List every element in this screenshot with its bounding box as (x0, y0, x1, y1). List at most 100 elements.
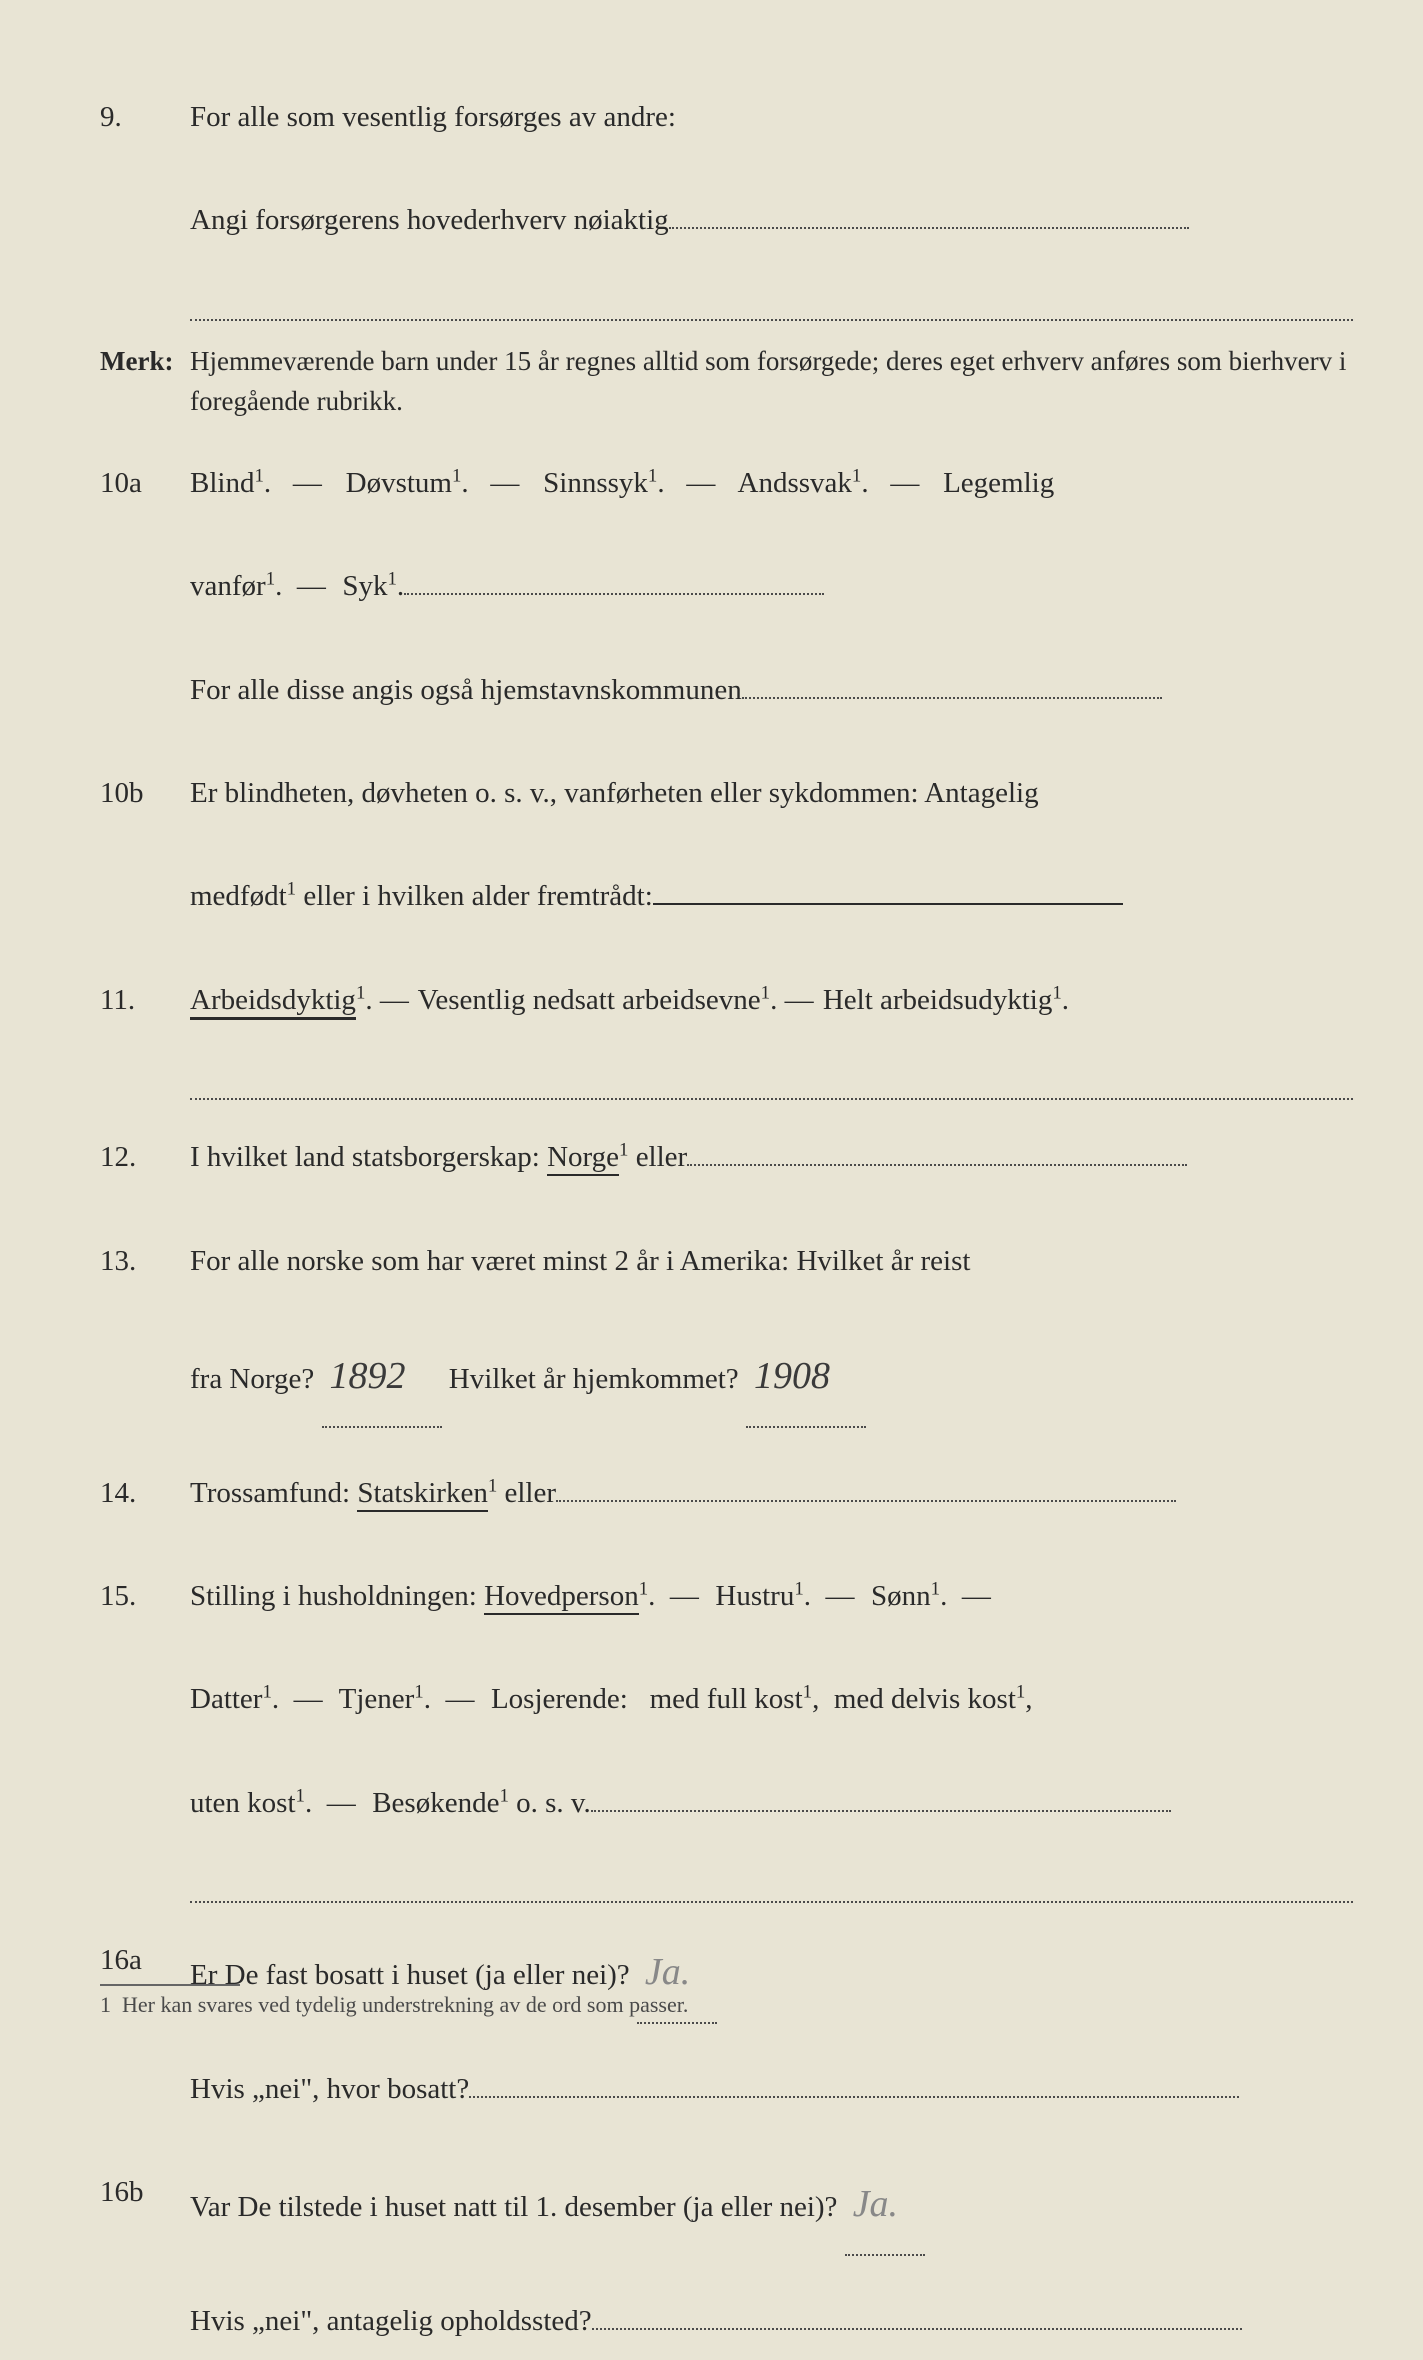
blank-line (669, 227, 1189, 229)
q13-text3: Hvilket år hjemkommet? (449, 1363, 739, 1395)
period: . (365, 984, 372, 1016)
sup: 1 (794, 1578, 803, 1599)
dotted-rule (190, 1066, 1353, 1100)
period: . (804, 1580, 811, 1612)
dash: — (380, 984, 411, 1016)
opt-tjener: Tjener (339, 1683, 415, 1715)
dash: — (490, 467, 521, 499)
merk-text: Hjemmeværende barn under 15 år regnes al… (190, 341, 1353, 422)
sup: 1 (262, 1682, 271, 1703)
q16a-text2: Hvis „nei", hvor bosatt? (190, 2073, 469, 2105)
q12-content: I hvilket land statsborgerskap: Norge1 e… (190, 1120, 1353, 1195)
footnote-num: 1 (100, 1992, 111, 2017)
q15-tail: o. s. v. (509, 1787, 591, 1819)
q13-text1: For alle norske som har været minst 2 år… (190, 1224, 1353, 1299)
period: . (1062, 984, 1069, 1016)
opt-statskirken: Statskirken (357, 1477, 488, 1512)
sup: 1 (1052, 982, 1061, 1003)
sup: 1 (648, 465, 657, 486)
q16b-line2: Hvis „nei", antagelig opholdssted? (190, 2284, 1353, 2359)
q12-or: eller (628, 1141, 687, 1173)
sup: 1 (296, 1785, 305, 1806)
q10b-line2: medfødt1 eller i hvilken alder fremtrådt… (190, 859, 1353, 934)
sup: 1 (356, 982, 365, 1003)
q12-number: 12. (100, 1120, 190, 1195)
q15-line3: uten kost1. — Besøkende1 o. s. v. (190, 1766, 1353, 1841)
blank-line (591, 1810, 1171, 1812)
period: . (397, 570, 404, 602)
blank-line (404, 593, 824, 595)
opt-besokende: Besøkende (372, 1787, 499, 1819)
blank-line (592, 2328, 1242, 2330)
dash: — (890, 467, 921, 499)
q15-losjerende: Losjerende: (491, 1683, 628, 1715)
q13-text2: fra Norge? (190, 1363, 314, 1395)
question-13: 13. For alle norske som har været minst … (100, 1224, 1353, 1299)
sup: 1 (761, 982, 770, 1003)
question-15: 15. Stilling i husholdningen: Hovedperso… (100, 1559, 1353, 1634)
opt-dovstum: Døvstum (346, 467, 452, 499)
period: . (770, 984, 777, 1016)
opt-norge: Norge (547, 1141, 619, 1176)
dash: — (327, 1787, 358, 1819)
question-10b: 10b Er blindheten, døvheten o. s. v., va… (100, 756, 1353, 831)
footnote: 1 Her kan svares ved tydelig understrekn… (100, 1984, 688, 2018)
blank-line (469, 2096, 1239, 2098)
opt-sinnssyk: Sinnssyk (543, 467, 648, 499)
opt-sonn: Sønn (871, 1580, 931, 1612)
q13-line2: fra Norge? 1892 Hvilket år hjemkommet? 1… (190, 1327, 1353, 1428)
footnote-text: Her kan svares ved tydelig understreknin… (122, 1992, 688, 2017)
q13-number: 13. (100, 1224, 190, 1299)
opt-legemlig: Legemlig (943, 467, 1054, 499)
merk-label: Merk: (100, 341, 190, 422)
q14-or: eller (497, 1477, 556, 1509)
q9-number: 9. (100, 80, 190, 155)
period: . (940, 1580, 947, 1612)
period: . (305, 1787, 312, 1819)
dash: — (293, 467, 324, 499)
period: . (275, 570, 282, 602)
opt-datter: Datter (190, 1683, 262, 1715)
sup: 1 (499, 1785, 508, 1806)
q10b-number: 10b (100, 756, 190, 831)
dash: — (297, 570, 328, 602)
period: . (264, 467, 271, 499)
handwritten-year-left: 1892 (322, 1327, 442, 1428)
opt-delvis-kost: med delvis kost (834, 1683, 1016, 1715)
sup: 1 (452, 465, 461, 486)
q15-content: Stilling i husholdningen: Hovedperson1. … (190, 1559, 1353, 1634)
blank-line (556, 1500, 1176, 1502)
q15-text1: Stilling i husholdningen: (190, 1580, 484, 1612)
question-12: 12. I hvilket land statsborgerskap: Norg… (100, 1120, 1353, 1195)
q10a-line2: vanfør1. — Syk1. (190, 549, 1353, 624)
dash: — (826, 1580, 857, 1612)
q10a-content: Blind1. — Døvstum1. — Sinnssyk1. — Andss… (190, 446, 1353, 521)
blank-line (687, 1164, 1187, 1166)
opt-syk: Syk (342, 570, 387, 602)
q14-content: Trossamfund: Statskirken1 eller (190, 1456, 1353, 1531)
sup: 1 (931, 1578, 940, 1599)
sup: 1 (266, 569, 275, 590)
question-10a: 10a Blind1. — Døvstum1. — Sinnssyk1. — A… (100, 446, 1353, 521)
q16b-text1: Var De tilstede i huset natt til 1. dese… (190, 2191, 837, 2223)
q15-line2: Datter1. — Tjener1. — Losjerende: med fu… (190, 1662, 1353, 1737)
sup: 1 (803, 1682, 812, 1703)
opt-full-kost: med full kost (650, 1683, 803, 1715)
q15-number: 15. (100, 1559, 190, 1634)
opt-arbeidsdyktig: Arbeidsdyktig (190, 984, 356, 1020)
q10a-tail-text: For alle disse angis også hjemstavnskomm… (190, 674, 742, 706)
q10a-tail: For alle disse angis også hjemstavnskomm… (190, 653, 1353, 728)
question-14: 14. Trossamfund: Statskirken1 eller (100, 1456, 1353, 1531)
opt-blind: Blind (190, 467, 254, 499)
question-9: 9. For alle som vesentlig forsørges av a… (100, 80, 1353, 155)
dotted-rule (190, 287, 1353, 321)
q16b-content: Var De tilstede i huset natt til 1. dese… (190, 2155, 1353, 2256)
period: . (657, 467, 664, 499)
sup: 1 (852, 465, 861, 486)
dash: — (686, 467, 717, 499)
footnote-rule (100, 1984, 240, 1986)
q12-text: I hvilket land statsborgerskap: (190, 1141, 547, 1173)
opt-udyktig: Helt arbeidsudyktig (823, 984, 1053, 1016)
opt-andssvak: Andssvak (738, 467, 852, 499)
period: . (861, 467, 868, 499)
